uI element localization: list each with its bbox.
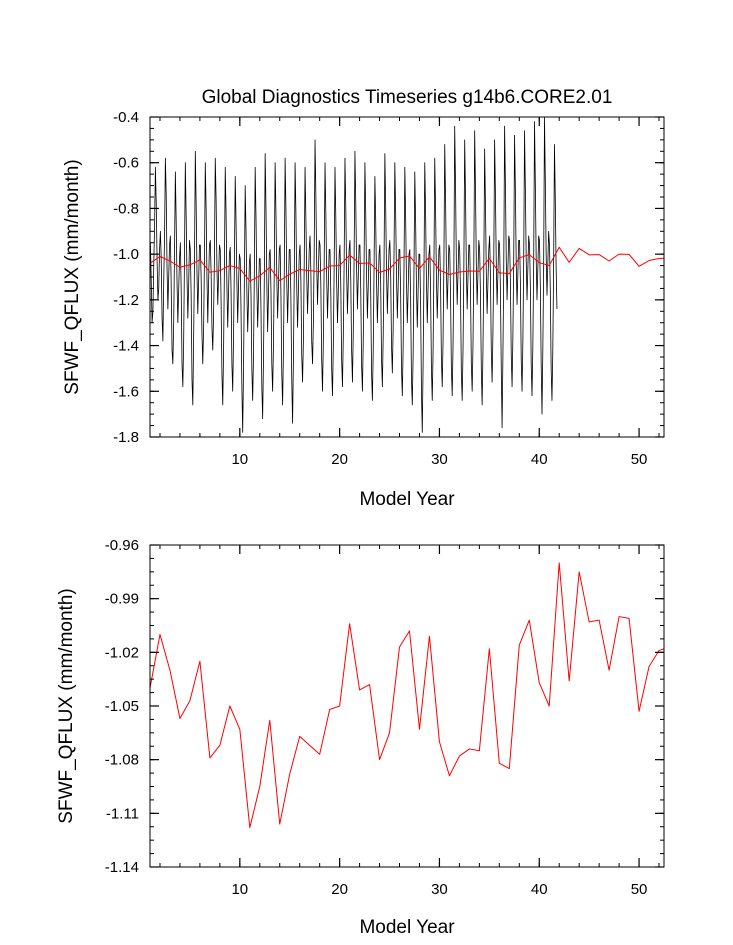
y-tick-label: -1.2 (113, 292, 139, 309)
y-tick-label: -1.14 (105, 859, 139, 876)
x-tick-label: 10 (231, 451, 248, 468)
x-axis-label: Model Year (359, 917, 455, 938)
y-axis-label: SFWF_QFLUX (mm/month) (62, 159, 83, 394)
y-tick-label: -1.02 (105, 644, 139, 661)
y-tick-label: -1.6 (113, 383, 139, 400)
y-axis-label: SFWF_QFLUX (mm/month) (56, 588, 77, 823)
x-tick-label: 30 (431, 451, 448, 468)
y-tick-label: -0.99 (105, 591, 139, 608)
series-line-monthly (150, 117, 558, 433)
y-tick-label: -1.4 (113, 338, 139, 355)
x-tick-label: 50 (631, 881, 648, 898)
y-tick-label: -0.8 (113, 200, 139, 217)
y-tick-label: -1.0 (113, 246, 139, 263)
y-tick-label: -1.11 (106, 805, 139, 822)
x-tick-label: 30 (431, 881, 448, 898)
y-tick-label: -1.8 (113, 429, 139, 446)
x-tick-label: 20 (331, 881, 348, 898)
plot-frame (149, 544, 665, 868)
y-tick-label: -0.96 (105, 537, 139, 554)
y-tick-label: -0.4 (113, 109, 139, 126)
x-tick-label: 40 (531, 451, 548, 468)
series-line-annual-mean (150, 562, 664, 829)
y-tick-label: -1.05 (105, 698, 139, 715)
y-tick-label: -1.08 (105, 752, 139, 769)
x-tick-label: 50 (631, 451, 648, 468)
chart-title: Global Diagnostics Timeseries g14b6.CORE… (202, 87, 613, 108)
x-axis-label: Model Year (359, 489, 455, 510)
chart-panel-1: Global Diagnostics Timeseries g14b6.CORE… (62, 87, 665, 510)
y-tick-label: -0.6 (113, 155, 139, 172)
chart-panel-2: 10 20 30 40 50 -1.14 -1.11 -1.08 -1.05 -1.02 -0.99… (56, 537, 665, 938)
x-tick-label: 40 (531, 881, 548, 898)
x-tick-label: 20 (331, 451, 348, 468)
x-tick-label: 10 (231, 881, 248, 898)
series-line-annual-mean (150, 246, 664, 282)
